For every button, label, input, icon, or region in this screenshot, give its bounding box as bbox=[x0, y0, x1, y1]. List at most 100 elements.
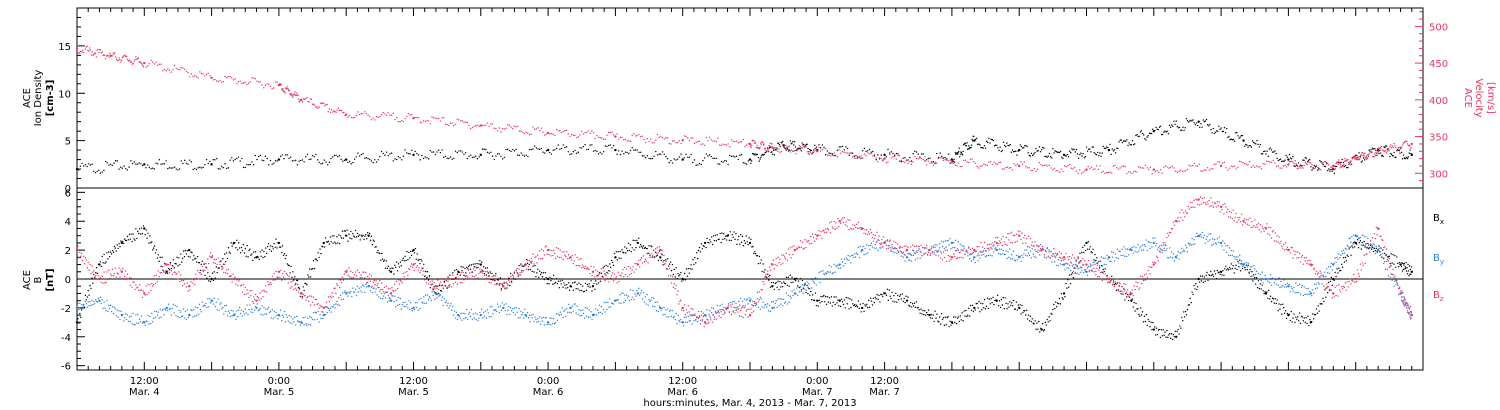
top-trace-dot bbox=[200, 72, 203, 75]
top-trace-dot bbox=[1057, 151, 1060, 153]
bottom-trace-dot bbox=[949, 320, 951, 322]
bottom-trace-dot bbox=[1081, 251, 1083, 254]
bottom-trace-dot bbox=[218, 309, 220, 312]
bottom-trace-dot bbox=[959, 243, 962, 246]
top-trace-dot bbox=[888, 152, 891, 154]
bottom-trace-dot bbox=[797, 280, 800, 282]
bottom-trace-dot bbox=[1394, 280, 1396, 283]
bottom-trace-dot bbox=[1193, 284, 1195, 287]
top-trace-dot bbox=[473, 125, 475, 128]
top-trace-dot bbox=[377, 159, 379, 161]
top-trace-dot bbox=[101, 171, 103, 173]
bottom-trace-dot bbox=[508, 277, 510, 279]
top-trace-dot bbox=[286, 154, 289, 156]
top-trace-dot bbox=[241, 82, 243, 84]
top-trace-dot bbox=[1280, 167, 1283, 170]
bottom-trace-dot bbox=[1209, 239, 1211, 241]
top-trace-dot bbox=[623, 138, 625, 141]
top-trace-dot bbox=[518, 130, 521, 132]
bottom-trace-dot bbox=[1373, 244, 1376, 246]
top-trace-dot bbox=[1238, 160, 1241, 163]
bottom-trace-dot bbox=[912, 254, 915, 257]
top-trace-dot bbox=[83, 44, 86, 47]
bottom-trace-dot bbox=[1320, 274, 1322, 277]
bottom-trace-dot bbox=[1146, 249, 1148, 252]
top-trace-dot bbox=[1376, 154, 1378, 156]
bottom-trace-dot bbox=[1173, 260, 1176, 262]
top-trace-dot bbox=[865, 154, 867, 157]
bottom-trace-dot bbox=[667, 258, 669, 260]
bottom-trace-dot bbox=[1219, 273, 1221, 275]
bottom-trace-dot bbox=[169, 261, 172, 264]
bottom-trace-dot bbox=[911, 260, 913, 262]
top-trace-dot bbox=[845, 146, 847, 148]
bottom-trace-dot bbox=[889, 295, 891, 297]
top-trace-dot bbox=[1165, 131, 1167, 133]
bottom-trace-dot bbox=[1358, 241, 1361, 244]
top-trace-dot bbox=[1357, 156, 1359, 158]
top-trace-dot bbox=[246, 163, 248, 166]
bottom-trace-dot bbox=[1166, 329, 1168, 332]
bottom-trace-dot bbox=[409, 302, 412, 304]
bottom-trace-dot bbox=[1405, 267, 1407, 269]
bottom-trace-dot bbox=[449, 305, 451, 307]
bottom-trace-dot bbox=[269, 310, 272, 313]
top-trace-dot bbox=[234, 78, 236, 80]
bottom-trace-dot bbox=[186, 250, 188, 252]
bottom-trace-dot bbox=[864, 247, 866, 250]
bottom-trace-dot bbox=[565, 287, 567, 289]
bottom-trace-dot bbox=[415, 258, 418, 260]
bottom-trace-dot bbox=[465, 316, 467, 319]
bottom-trace-dot bbox=[716, 234, 718, 236]
bottom-trace-dot bbox=[415, 306, 418, 308]
bottom-trace-dot bbox=[1072, 270, 1075, 273]
top-trace-dot bbox=[1028, 154, 1030, 156]
bottom-trace-dot bbox=[1370, 246, 1373, 248]
top-trace-dot bbox=[754, 141, 757, 143]
top-trace-dot bbox=[1261, 153, 1264, 155]
top-trace-dot bbox=[362, 152, 364, 155]
bottom-trace-dot bbox=[416, 253, 418, 255]
top-trace-dot bbox=[1302, 167, 1304, 169]
top-trace-dot bbox=[1201, 126, 1203, 128]
bottom-trace-dot bbox=[916, 257, 919, 259]
bottom-trace-dot bbox=[790, 281, 792, 284]
top-data-point bbox=[748, 142, 752, 146]
bottom-trace-dot bbox=[1235, 264, 1237, 266]
bottom-trace-dot bbox=[1285, 317, 1288, 320]
bottom-data-point bbox=[1130, 299, 1133, 302]
bottom-trace-dot bbox=[1168, 333, 1171, 335]
bottom-trace-dot bbox=[871, 304, 874, 306]
top-trace-dot bbox=[1316, 169, 1319, 171]
top-trace-dot bbox=[893, 154, 896, 156]
top-trace-dot bbox=[1060, 168, 1062, 170]
bottom-trace-dot bbox=[381, 292, 383, 294]
bottom-trace-dot bbox=[645, 303, 647, 305]
bottom-trace-dot bbox=[571, 305, 574, 307]
bottom-trace-dot bbox=[594, 314, 596, 316]
top-trace-dot bbox=[1062, 157, 1064, 160]
top-trace-dot bbox=[1325, 162, 1328, 164]
top-trace-dot bbox=[1239, 136, 1241, 138]
top-trace-dot bbox=[1173, 167, 1175, 169]
bottom-trace-dot bbox=[204, 305, 206, 307]
bottom-trace-dot bbox=[1185, 247, 1188, 249]
bottom-trace-dot bbox=[196, 255, 199, 258]
bottom-trace-dot bbox=[1044, 321, 1047, 324]
bottom-trace-dot bbox=[890, 297, 892, 300]
top-trace-dot bbox=[1154, 170, 1157, 173]
bottom-trace-dot bbox=[288, 264, 290, 267]
bottom-trace-dot bbox=[597, 312, 600, 314]
top-trace-dot bbox=[132, 62, 135, 65]
bottom-trace-dot bbox=[977, 307, 979, 309]
top-trace-dot bbox=[1366, 157, 1369, 159]
bottom-trace-dot bbox=[444, 301, 446, 304]
bottom-trace-dot bbox=[1196, 288, 1198, 291]
bottom-trace-dot bbox=[709, 310, 711, 312]
bottom-trace-dot bbox=[1143, 243, 1146, 246]
top-trace-dot bbox=[247, 82, 250, 85]
top-trace-dot bbox=[1148, 132, 1151, 134]
bottom-trace-dot bbox=[725, 239, 728, 241]
top-trace-dot bbox=[1194, 123, 1197, 126]
